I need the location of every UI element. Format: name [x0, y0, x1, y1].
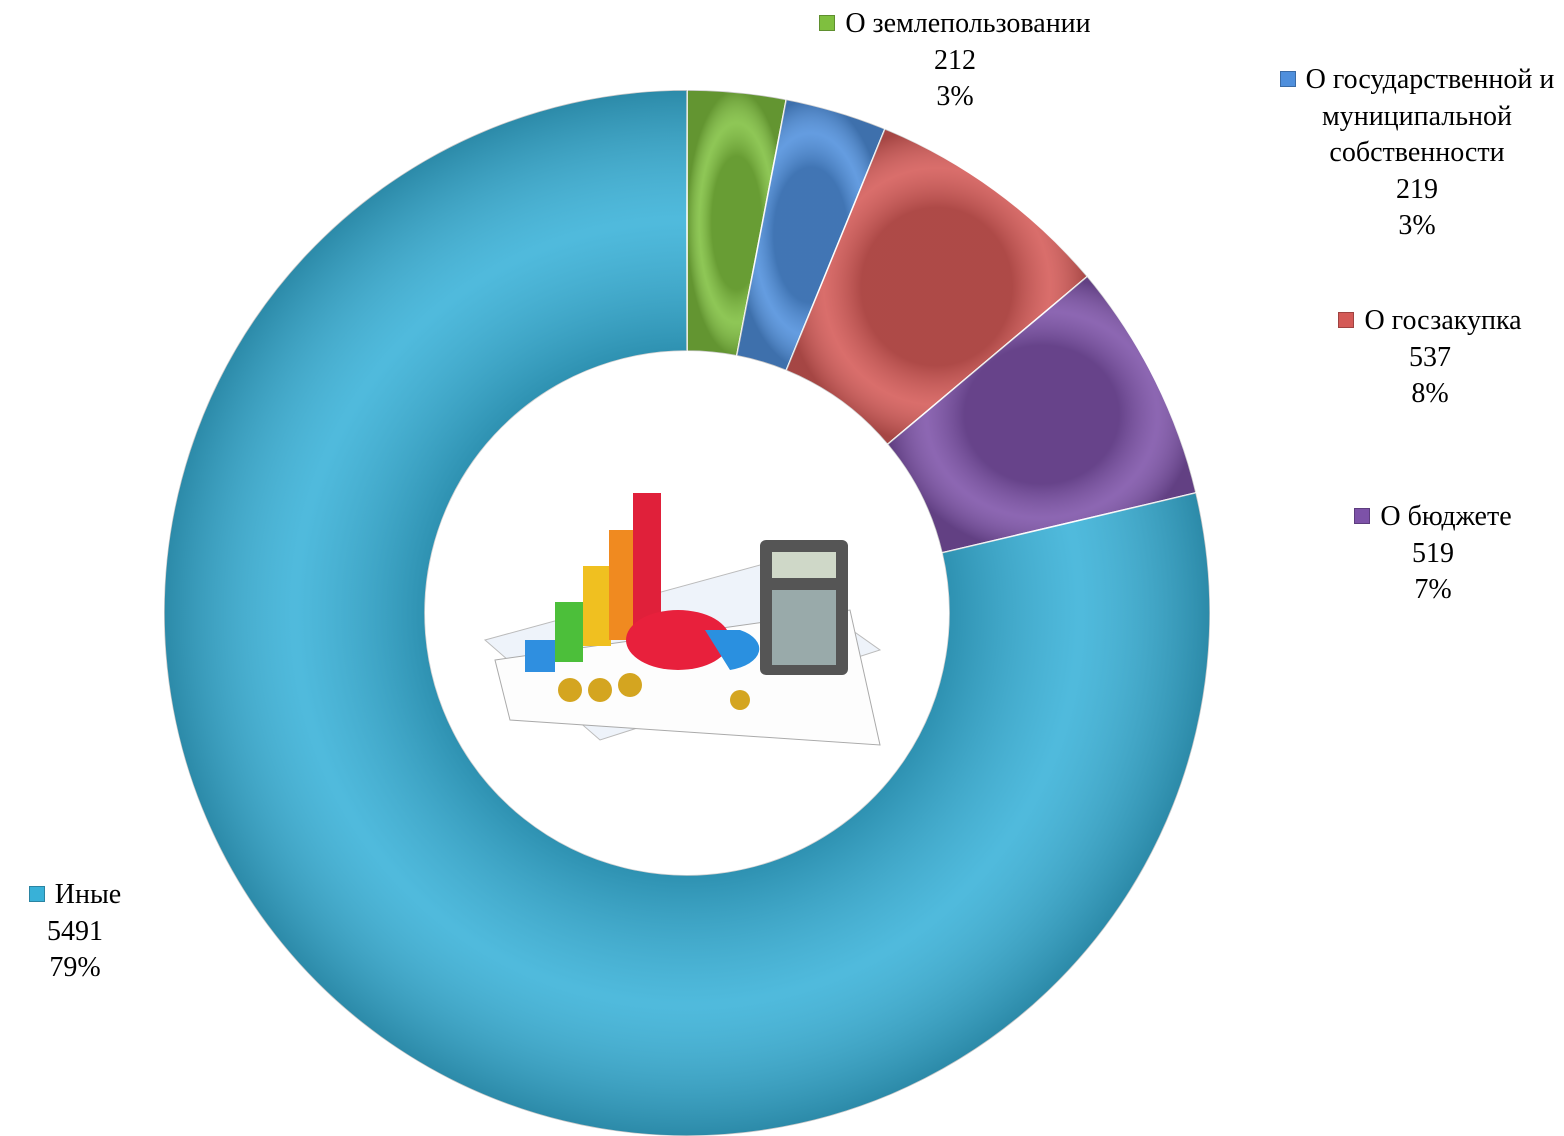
category-name-line: О бюджете [1300, 499, 1564, 536]
value-label: 212 [934, 44, 976, 76]
value-label: 5491 [47, 915, 103, 947]
percent-label: 79% [49, 952, 101, 983]
category-name: О государственной и муниципальной собств… [1305, 64, 1555, 168]
center-illustration [483, 493, 882, 746]
value-label: 519 [1412, 537, 1454, 569]
data-label: О государственной и муниципальной собств… [1272, 62, 1562, 245]
data-label: О бюджете 519 7% [1300, 499, 1564, 609]
legend-marker [819, 15, 836, 31]
category-name-line: О госзакупка [1290, 303, 1564, 340]
value-label-line: 212 [755, 43, 1155, 80]
value-label-line: 537 [1290, 340, 1564, 377]
value-label: 219 [1396, 173, 1438, 205]
category-name: О бюджете [1380, 501, 1512, 532]
category-name: О госзакупка [1364, 305, 1522, 336]
data-label: О госзакупка 537 8% [1290, 303, 1564, 413]
value-label: 537 [1409, 341, 1451, 373]
legend-marker [1338, 312, 1355, 328]
data-label: Иные 5491 79% [0, 877, 150, 987]
legend-marker [1279, 71, 1296, 87]
value-label-line: 5491 [0, 914, 150, 951]
percent-label-line: 7% [1300, 572, 1564, 609]
category-name-line: О землепользовании [755, 6, 1155, 43]
percent-label-line: 3% [1272, 208, 1562, 245]
percent-label-line: 3% [755, 79, 1155, 116]
percent-label: 3% [1398, 210, 1436, 241]
legend-marker [1354, 508, 1371, 524]
legend-marker [28, 886, 45, 902]
category-name: Иные [54, 879, 122, 910]
percent-label-line: 79% [0, 950, 150, 987]
value-label-line: 519 [1300, 536, 1564, 573]
percent-label-line: 8% [1290, 376, 1564, 413]
percent-label: 7% [1414, 574, 1452, 605]
data-label: О землепользовании 212 3% [755, 6, 1155, 116]
category-name-line: О государственной и муниципальной собств… [1272, 62, 1562, 172]
value-label-line: 219 [1272, 172, 1562, 209]
percent-label: 3% [936, 81, 974, 112]
percent-label: 8% [1411, 378, 1449, 409]
category-name-line: Иные [0, 877, 150, 914]
category-name: О землепользовании [845, 8, 1091, 39]
